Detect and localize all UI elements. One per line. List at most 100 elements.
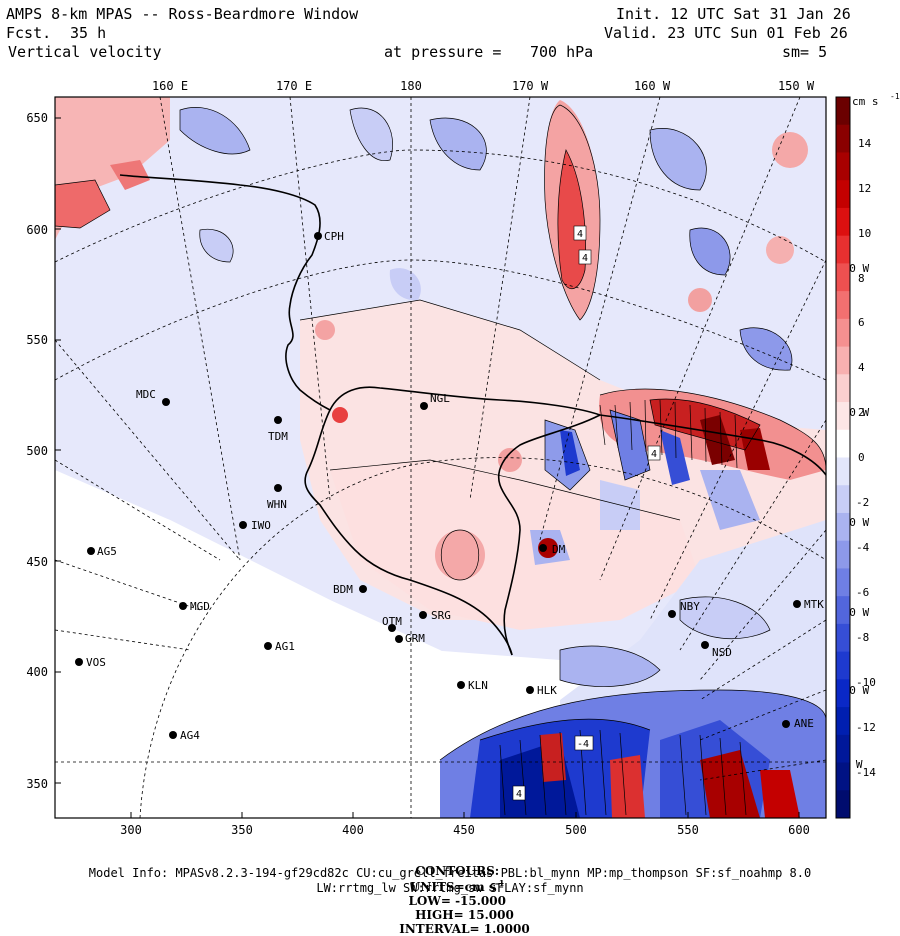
meridian-110w xyxy=(699,619,826,701)
parallel-middle xyxy=(55,259,826,381)
map-title: AMPS 8-km MPAS -- Ross-Beardmore Window xyxy=(6,5,359,23)
left-tick-label: 450 xyxy=(26,555,48,569)
station-label-nsd: NSD xyxy=(712,646,732,659)
station-marker-mgd[interactable] xyxy=(179,602,187,610)
colorbar-segment xyxy=(836,485,850,514)
top-tick-label: 180 xyxy=(400,79,422,93)
top-tick-label: 160 W xyxy=(634,79,671,93)
station-marker-ngl[interactable] xyxy=(420,402,428,410)
colorbar-segment xyxy=(836,707,850,736)
colorbar-labels: cm s -1 14 12 10 8 6 4 2 0 -2 -4 -6 -8 -… xyxy=(852,92,900,779)
coastline xyxy=(119,174,826,656)
contour-lines xyxy=(55,104,826,816)
station-marker-vos[interactable] xyxy=(75,658,83,666)
forecast-label: Fcst. xyxy=(6,24,52,42)
colorbar-segment xyxy=(836,429,850,458)
left-tick-label: 500 xyxy=(26,444,48,458)
left-tick-label: 550 xyxy=(26,333,48,347)
station-label-dm: DM xyxy=(552,543,566,556)
station-label-bdm: BDM xyxy=(333,583,353,596)
colorbar-segment xyxy=(836,180,850,209)
meridian-160w xyxy=(539,97,661,541)
station-marker-cph[interactable] xyxy=(314,232,322,240)
pressure-value: 700 hPa xyxy=(530,43,594,61)
station-marker-ane[interactable] xyxy=(782,720,790,728)
station-label-mgd: MGD xyxy=(190,600,210,613)
bottom-tick-label: 400 xyxy=(342,823,364,837)
station-marker-otm[interactable] xyxy=(388,624,396,632)
contour-label: 4 xyxy=(577,229,583,240)
colorbar xyxy=(836,97,850,819)
station-marker-hlk[interactable] xyxy=(526,686,534,694)
station-marker-nby[interactable] xyxy=(668,610,676,618)
bottom-tick-marks xyxy=(130,812,800,818)
station-label-nby: NBY xyxy=(680,600,700,613)
contours-label: CONTOURS: xyxy=(415,864,500,878)
contours-units-exponent: -1 xyxy=(495,878,505,888)
top-tick-label: 170 W xyxy=(512,79,549,93)
colorbar-segment xyxy=(836,374,850,403)
left-axis: 650 600 550 500 450 400 350 xyxy=(26,111,48,791)
station-marker-mtk[interactable] xyxy=(793,600,801,608)
smoothing: sm= 5 xyxy=(782,43,828,61)
bottom-tick-label: 600 xyxy=(788,823,810,837)
station-label-vos: VOS xyxy=(86,656,106,669)
station-marker-whn[interactable] xyxy=(274,484,282,492)
contour-value-labels: 4 4 4 -4 4 xyxy=(512,225,661,801)
init-time: Init. 12 UTC Sat 31 Jan 26 xyxy=(616,5,851,23)
colorbar-segment xyxy=(836,540,850,569)
contours-units: UNITS=cm s xyxy=(409,880,496,894)
station-marker-ag1[interactable] xyxy=(264,642,272,650)
colorbar-segment xyxy=(836,207,850,237)
colorbar-tick: 14 xyxy=(858,137,872,150)
station-label-otm: OTM xyxy=(382,615,402,628)
field-shading xyxy=(55,97,826,818)
station-marker-iwo[interactable] xyxy=(239,521,247,529)
colorbar-tick: 0 xyxy=(858,451,865,464)
model-info-physics: LW:rrtmg_lw SW:rrtmg_sw SFLAY:sf_mynn xyxy=(316,881,584,895)
contours-interval: INTERVAL= 1.0000 xyxy=(399,922,530,936)
colorbar-tick: 2 xyxy=(858,406,865,419)
station-label-whn: WHN xyxy=(267,498,287,511)
colorbar-tick: 8 xyxy=(858,272,865,285)
colorbar-segment xyxy=(836,318,850,348)
colorbar-tick: 4 xyxy=(858,361,865,374)
colorbar-segment xyxy=(836,512,850,542)
colorbar-segment xyxy=(836,568,850,597)
left-tick-label: 350 xyxy=(26,777,48,791)
station-marker-ag5[interactable] xyxy=(87,547,95,555)
station-marker-bdm[interactable] xyxy=(359,585,367,593)
station-label-ngl: NGL xyxy=(430,392,450,405)
station-marker-tdm[interactable] xyxy=(274,416,282,424)
colorbar-tick: -2 xyxy=(856,496,869,509)
colorbar-segment xyxy=(836,97,850,126)
station-label-tdm: TDM xyxy=(268,430,288,443)
colorbar-tick: -12 xyxy=(856,721,876,734)
colorbar-tick: -8 xyxy=(856,631,869,644)
forecast-hour: 35 h xyxy=(70,24,107,42)
colorbar-segment xyxy=(836,124,850,153)
station-marker-kln[interactable] xyxy=(457,681,465,689)
station-marker-ag4[interactable] xyxy=(169,731,177,739)
model-info: Model Info: MPASv8.2.3-194-gf29cd82c CU:… xyxy=(88,866,812,880)
bottom-tick-label: 500 xyxy=(565,823,587,837)
contours-high: HIGH= 15.000 xyxy=(415,908,514,922)
station-marker-nsd[interactable] xyxy=(701,641,709,649)
contour-label: 4 xyxy=(582,253,588,264)
valid-time: Valid. 23 UTC Sun 01 Feb 26 xyxy=(604,24,848,42)
station-marker-dm[interactable] xyxy=(539,544,547,552)
colorbar-segment xyxy=(836,152,850,181)
colorbar-segment xyxy=(836,734,850,764)
bottom-axis: 300 350 400 450 500 550 600 xyxy=(120,823,810,837)
colorbar-segment xyxy=(836,346,850,375)
colorbar-tick: 12 xyxy=(858,182,871,195)
colorbar-units-exponent: -1 xyxy=(890,92,900,101)
colorbar-tick: 10 xyxy=(858,227,871,240)
meridian-100w xyxy=(699,689,826,741)
station-marker-mdc[interactable] xyxy=(162,398,170,406)
colorbar-segment xyxy=(836,762,850,791)
field-name: Vertical velocity xyxy=(8,43,162,61)
colorbar-segment xyxy=(836,235,850,264)
station-marker-srg[interactable] xyxy=(419,611,427,619)
station-marker-grm[interactable] xyxy=(395,635,403,643)
